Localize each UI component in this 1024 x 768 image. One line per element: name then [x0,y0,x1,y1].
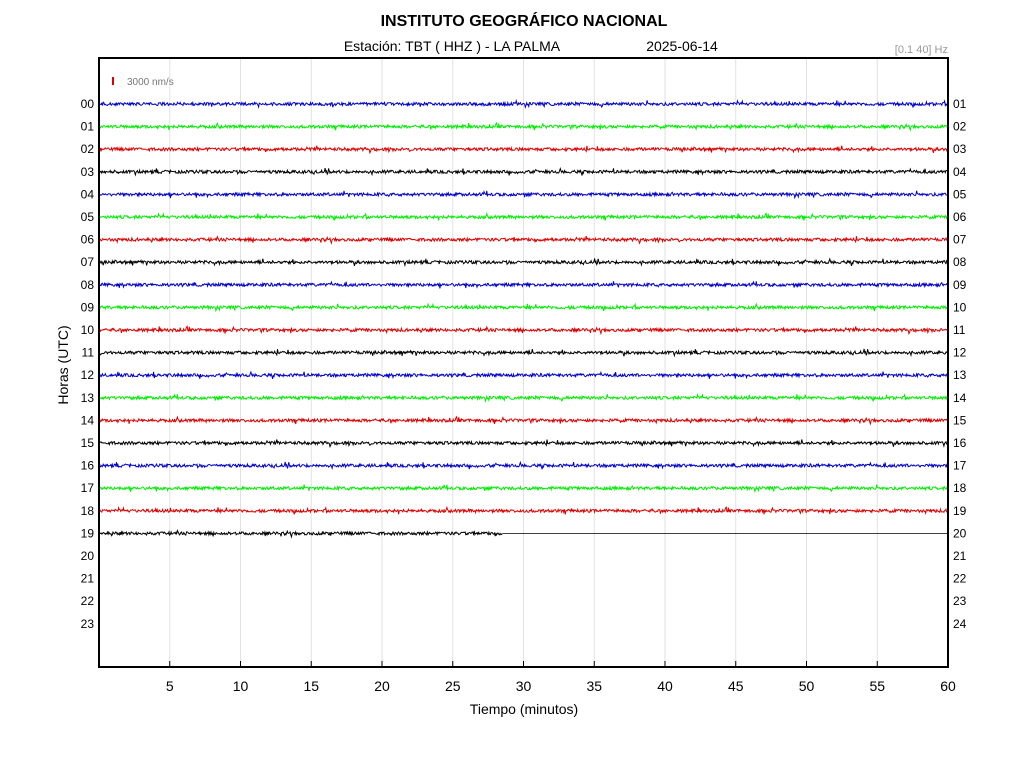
trace-hour-06 [98,235,948,245]
right-hour-label: 13 [953,368,967,382]
trace-hour-14 [98,415,948,426]
right-hour-label: 07 [953,233,967,247]
x-tick-label: 5 [166,678,174,694]
trace-hour-12 [98,370,948,380]
left-hour-label: 22 [81,594,95,608]
right-hour-label: 15 [953,413,967,427]
trace-hour-09 [98,302,948,313]
trace-hour-16 [98,460,948,471]
scale-bar [112,77,114,85]
trace-hour-19 [98,528,503,539]
left-hour-label: 05 [81,210,95,224]
left-hour-label: 21 [81,572,95,586]
x-tick-label: 30 [516,678,532,694]
right-hour-label: 14 [953,391,967,405]
right-hour-label: 06 [953,210,967,224]
right-hour-label: 23 [953,594,967,608]
left-hour-label: 00 [81,97,95,111]
left-hour-label: 14 [81,413,95,427]
station-label: Estación: TBT ( HHZ ) - LA PALMA [344,38,561,54]
trace-hour-02 [98,145,948,155]
left-hour-label: 15 [81,436,95,450]
x-tick-label: 10 [233,678,249,694]
trace-hour-11 [98,348,948,358]
right-hour-labels: 01 02 03 04 05 06 07 08 09 10 11 12 13 14 15 16 17 18 19 20… [953,97,967,631]
left-hour-label: 11 [82,346,95,360]
grid-lines [169,59,878,666]
x-tick-label: 25 [445,678,461,694]
right-hour-label: 03 [953,142,967,156]
x-tick-label: 50 [799,678,815,694]
right-hour-label: 05 [953,187,967,201]
right-hour-label: 08 [953,255,967,269]
right-hour-label: 11 [953,323,966,337]
right-hour-label: 24 [953,617,967,631]
x-tick-label: 15 [303,678,319,694]
right-hour-label: 20 [953,526,967,540]
left-hour-label: 13 [81,391,95,405]
right-hour-label: 21 [953,549,967,563]
left-hour-label: 18 [81,504,95,518]
left-hour-label: 17 [81,481,95,495]
y-axis-label: Horas (UTC) [55,325,71,404]
right-hour-label: 09 [953,278,967,292]
trace-hour-01 [98,121,948,132]
left-hour-label: 19 [81,526,95,540]
left-hour-label: 10 [81,323,95,337]
trace-lines [98,98,948,539]
right-hour-label: 22 [953,572,967,586]
trace-hour-03 [98,166,948,177]
left-hour-label: 20 [81,549,95,563]
x-axis-label: Tiempo (minutos) [470,701,578,717]
trace-hour-00 [98,98,948,109]
left-hour-label: 09 [81,300,95,314]
right-hour-label: 18 [953,481,967,495]
x-axis-ticks: 5 10 15 20 25 30 35 40 45 50 55 60 [166,661,956,694]
left-hour-label: 04 [81,187,95,201]
trace-hour-18 [98,505,948,516]
left-hour-label: 01 [81,120,95,134]
x-tick-label: 45 [728,678,744,694]
right-hour-label: 02 [953,120,967,134]
trace-hour-05 [99,212,948,221]
x-tick-label: 35 [586,678,602,694]
date-label: 2025-06-14 [646,38,718,54]
left-hour-label: 23 [81,617,95,631]
filter-label: [0.1 40] Hz [895,44,948,56]
chart-title: INSTITUTO GEOGRÁFICO NACIONAL [381,11,668,30]
trace-hour-13 [98,392,948,403]
trace-hour-07 [98,257,948,268]
trace-hour-17 [98,483,948,494]
trace-hour-08 [98,280,948,289]
x-tick-label: 40 [657,678,673,694]
x-tick-label: 60 [940,678,956,694]
right-hour-label: 16 [953,436,967,450]
left-hour-label: 16 [81,459,95,473]
left-hour-label: 07 [81,255,95,269]
left-hour-labels: 00 01 02 03 04 05 06 07 08 09 10 11 12 13 14 15 16 17 18 19… [81,97,95,631]
left-hour-label: 03 [81,165,95,179]
trace-hour-04 [98,190,948,200]
trace-hour-15 [98,439,948,449]
left-hour-label: 06 [81,233,95,247]
scale-label: 3000 nm/s [127,77,174,88]
right-hour-label: 19 [953,504,967,518]
x-tick-label: 55 [869,678,885,694]
left-hour-label: 02 [81,142,95,156]
right-hour-label: 01 [953,97,967,111]
x-tick-label: 20 [374,678,390,694]
left-hour-label: 12 [81,368,95,382]
trace-hour-10 [98,325,948,336]
right-hour-label: 10 [953,300,967,314]
left-hour-label: 08 [81,278,95,292]
right-hour-label: 17 [953,459,967,473]
right-hour-label: 04 [953,165,967,179]
right-hour-label: 12 [953,346,967,360]
